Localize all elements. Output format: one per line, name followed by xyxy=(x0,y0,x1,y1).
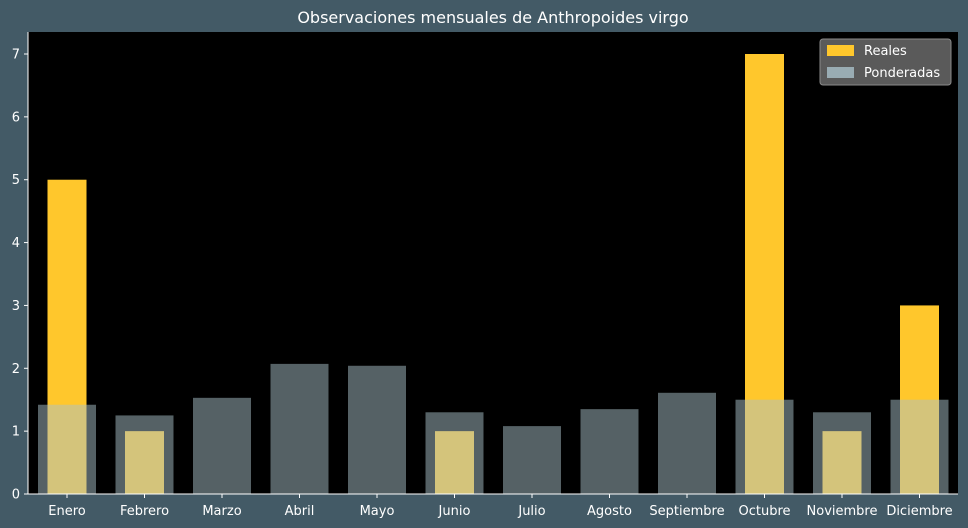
legend-label-reales: Reales xyxy=(864,44,907,59)
y-tick-label: 3 xyxy=(12,299,20,314)
legend-swatch-reales xyxy=(827,45,854,56)
x-tick-label: Enero xyxy=(48,504,86,519)
y-tick-label: 2 xyxy=(12,362,20,377)
y-tick-label: 0 xyxy=(12,488,20,503)
y-tick-label: 6 xyxy=(12,110,20,125)
y-tick-label: 5 xyxy=(12,173,20,188)
x-axis: Enero Febrero Marzo Abril Mayo Junio Julio Agos… xyxy=(28,493,958,519)
x-tick-label: Marzo xyxy=(202,504,241,519)
x-tick-label: Mayo xyxy=(360,504,395,519)
bar-ponderadas-agosto xyxy=(580,409,639,494)
bar-ponderadas-junio xyxy=(425,412,484,494)
bar-ponderadas-enero xyxy=(38,404,96,494)
bar-ponderadas-julio xyxy=(503,426,561,494)
chart-title: Observaciones mensuales de Anthropoides … xyxy=(297,8,688,27)
x-tick-label: Julio xyxy=(517,504,545,519)
legend-label-ponderadas: Ponderadas xyxy=(864,66,940,81)
x-tick-label: Noviembre xyxy=(807,504,878,519)
y-axis: 0 1 2 3 4 5 6 7 xyxy=(12,32,29,503)
legend-swatch-ponderadas xyxy=(827,67,854,78)
bar-ponderadas-septiembre xyxy=(658,392,716,494)
bar-ponderadas-abril xyxy=(270,363,329,494)
bar-ponderadas-febrero xyxy=(115,415,174,494)
y-tick-label: 7 xyxy=(12,48,20,63)
x-tick-label: Abril xyxy=(285,504,315,519)
x-tick-label: Septiembre xyxy=(649,504,724,519)
y-tick-label: 1 xyxy=(12,425,20,440)
bar-ponderadas-mayo xyxy=(348,365,406,494)
bar-ponderadas-diciembre xyxy=(890,399,949,494)
x-tick-label: Febrero xyxy=(120,504,169,519)
x-tick-label: Junio xyxy=(438,504,471,519)
plot-area xyxy=(28,32,958,494)
x-tick-label: Diciembre xyxy=(886,504,952,519)
x-tick-label: Octubre xyxy=(738,504,790,519)
bar-ponderadas-noviembre xyxy=(813,412,871,494)
bar-ponderadas-marzo xyxy=(193,397,251,494)
bar-ponderadas-octubre xyxy=(735,399,794,494)
bars-weighted-series xyxy=(38,363,949,494)
x-tick-label: Agosto xyxy=(587,504,632,519)
legend: Reales Ponderadas xyxy=(819,38,952,86)
y-tick-label: 4 xyxy=(12,236,20,251)
